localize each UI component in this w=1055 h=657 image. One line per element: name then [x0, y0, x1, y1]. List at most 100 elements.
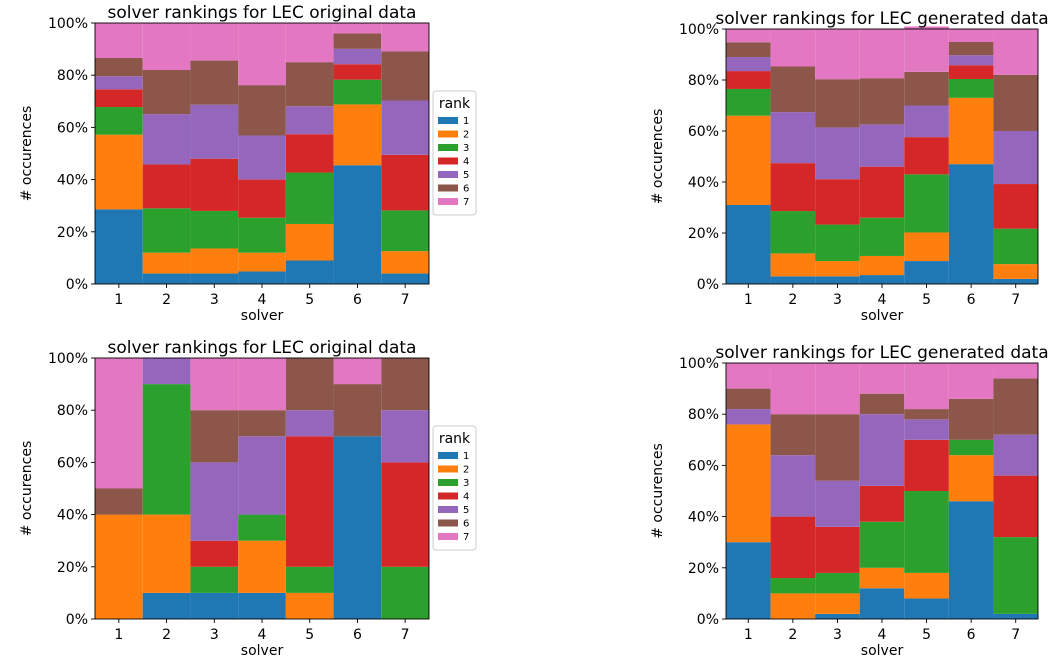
bar-solver-1-rank-6: [95, 488, 143, 515]
bar-solver-4-rank-3: [238, 514, 286, 541]
bar-solver-3-rank-6: [815, 79, 860, 128]
bar-solver-7-rank-5: [993, 131, 1038, 185]
bar-solver-6-rank-7: [333, 358, 382, 385]
bar-solver-4-rank-2: [859, 567, 905, 589]
bar-solver-3-rank-6: [190, 410, 239, 463]
legend-label-2: 2: [463, 465, 469, 476]
y-tick-label: 20%: [688, 226, 719, 242]
bar-solver-3-rank-1: [190, 592, 239, 619]
bar-solver-6-rank-7: [333, 23, 382, 34]
bar-solver-4-rank-2: [238, 252, 286, 272]
bar-solver-3-rank-7: [190, 358, 239, 411]
legend-label-5: 5: [463, 505, 469, 516]
bar-solver-1-rank-4: [95, 89, 143, 108]
bar-solver-2-rank-1: [142, 592, 191, 619]
legend-label-6: 6: [463, 519, 469, 530]
bar-solver-5-rank-5: [904, 105, 949, 138]
bar-solver-1-rank-2: [726, 424, 771, 543]
bar-solver-4-rank-4: [238, 179, 286, 218]
bar-solver-2-rank-4: [770, 516, 816, 579]
bar-solver-3-rank-3: [190, 210, 239, 249]
bar-solver-7-rank-6: [381, 358, 429, 411]
bar-solver-4-rank-5: [859, 414, 905, 486]
x-tick-label: 2: [788, 627, 797, 643]
x-axis-label: solver: [241, 643, 284, 657]
bar-solver-3-rank-2: [815, 261, 860, 277]
bar-solver-3-rank-1: [815, 613, 860, 619]
bar-solver-2-rank-3: [770, 578, 816, 594]
legend-label-1: 1: [463, 116, 469, 127]
bar-solver-5-rank-6: [285, 358, 334, 411]
bar-solver-2-rank-2: [770, 253, 816, 277]
legend-label-5: 5: [463, 170, 469, 181]
bar-solver-6-rank-5: [333, 48, 382, 65]
legend-label-2: 2: [463, 130, 469, 141]
bar-solver-3-rank-4: [815, 179, 860, 225]
bar-solver-1-rank-5: [726, 57, 771, 72]
x-tick-label: 7: [1011, 627, 1020, 643]
bar-solver-4-rank-2: [238, 540, 286, 593]
chart-title: solver rankings for LEC generated data: [715, 343, 1048, 363]
legend-swatch-1: [438, 117, 458, 124]
bar-solver-5-rank-2: [285, 223, 334, 261]
x-tick-label: 3: [833, 627, 842, 643]
bar-solver-4-rank-6: [859, 78, 905, 125]
bar-solver-7-rank-3: [381, 566, 429, 619]
bar-solver-2-rank-4: [770, 163, 816, 212]
bar-solver-3-rank-4: [190, 540, 239, 567]
bar-solver-6-rank-5: [948, 55, 994, 66]
bar-solver-7-rank-4: [381, 462, 429, 567]
bar-solver-1-rank-7: [95, 358, 143, 489]
legend-swatch-2: [438, 130, 458, 138]
bar-solver-5-rank-3: [285, 172, 334, 224]
chart-title: solver rankings for LEC original data: [108, 3, 417, 23]
y-axis-label: # occurences: [650, 109, 666, 205]
x-tick-label: 4: [258, 292, 267, 308]
bar-solver-6-rank-3: [948, 439, 994, 456]
y-axis-label: # occurences: [650, 443, 666, 539]
x-tick-label: 7: [401, 292, 410, 308]
bar-solver-6-rank-6: [948, 398, 994, 440]
x-tick-label: 5: [305, 627, 314, 643]
x-tick-label: 1: [744, 292, 753, 308]
bar-solver-1-rank-6: [726, 42, 771, 58]
legend: rank 1 2 3 4 5 6 7: [432, 425, 477, 551]
bar-solver-6-rank-7: [948, 363, 994, 399]
bar-solver-7-rank-4: [993, 184, 1038, 229]
x-tick-label: 3: [210, 627, 219, 643]
bar-solver-5-rank-2: [904, 572, 949, 599]
bar-solver-4-rank-5: [238, 436, 286, 515]
bar-solver-5-rank-4: [285, 134, 334, 173]
y-tick-label: 60%: [57, 455, 88, 471]
x-tick-label: 2: [788, 292, 797, 308]
bar-solver-2-rank-6: [770, 66, 816, 113]
bar-solver-4-rank-3: [859, 521, 905, 568]
bar-solver-4-rank-7: [238, 358, 286, 411]
bar-solver-1-rank-6: [95, 57, 143, 77]
bar-solver-4-rank-4: [859, 166, 905, 218]
legend-swatch-7: [438, 533, 458, 540]
bar-solver-2-rank-7: [770, 363, 816, 415]
y-tick-label: 40%: [57, 173, 88, 189]
bar-solver-4-rank-4: [859, 485, 905, 522]
y-tick-label: 40%: [57, 508, 88, 524]
legend-swatch-6: [438, 184, 458, 192]
bar-solver-3-rank-5: [815, 480, 860, 527]
bar-solver-1-rank-3: [726, 88, 771, 116]
x-tick-label: 3: [210, 292, 219, 308]
chart-panel-3: 0% 20% 40% 60% 80% 100% 1 2 3 4 5 6 7 solver rankings…: [19, 338, 477, 657]
bar-solver-6-rank-4: [333, 64, 382, 80]
bar-solver-4-rank-3: [238, 217, 286, 253]
bar-solver-2-rank-7: [142, 23, 191, 70]
bar-solver-2-rank-2: [142, 514, 191, 593]
x-tick-label: 5: [922, 627, 931, 643]
legend-label-4: 4: [463, 157, 469, 168]
bar-solver-6-rank-2: [948, 97, 994, 165]
bar-solver-5-rank-1: [285, 260, 334, 284]
chart-panel-4: 0% 20% 40% 60% 80% 100% 1 2 3 4 5 6 7 solver rankings…: [650, 343, 1049, 657]
legend-label-3: 3: [463, 478, 469, 489]
bar-solver-4-rank-3: [859, 217, 905, 256]
x-tick-label: 3: [833, 292, 842, 308]
bar-solver-5-rank-7: [285, 23, 334, 63]
x-tick-label: 5: [305, 292, 314, 308]
